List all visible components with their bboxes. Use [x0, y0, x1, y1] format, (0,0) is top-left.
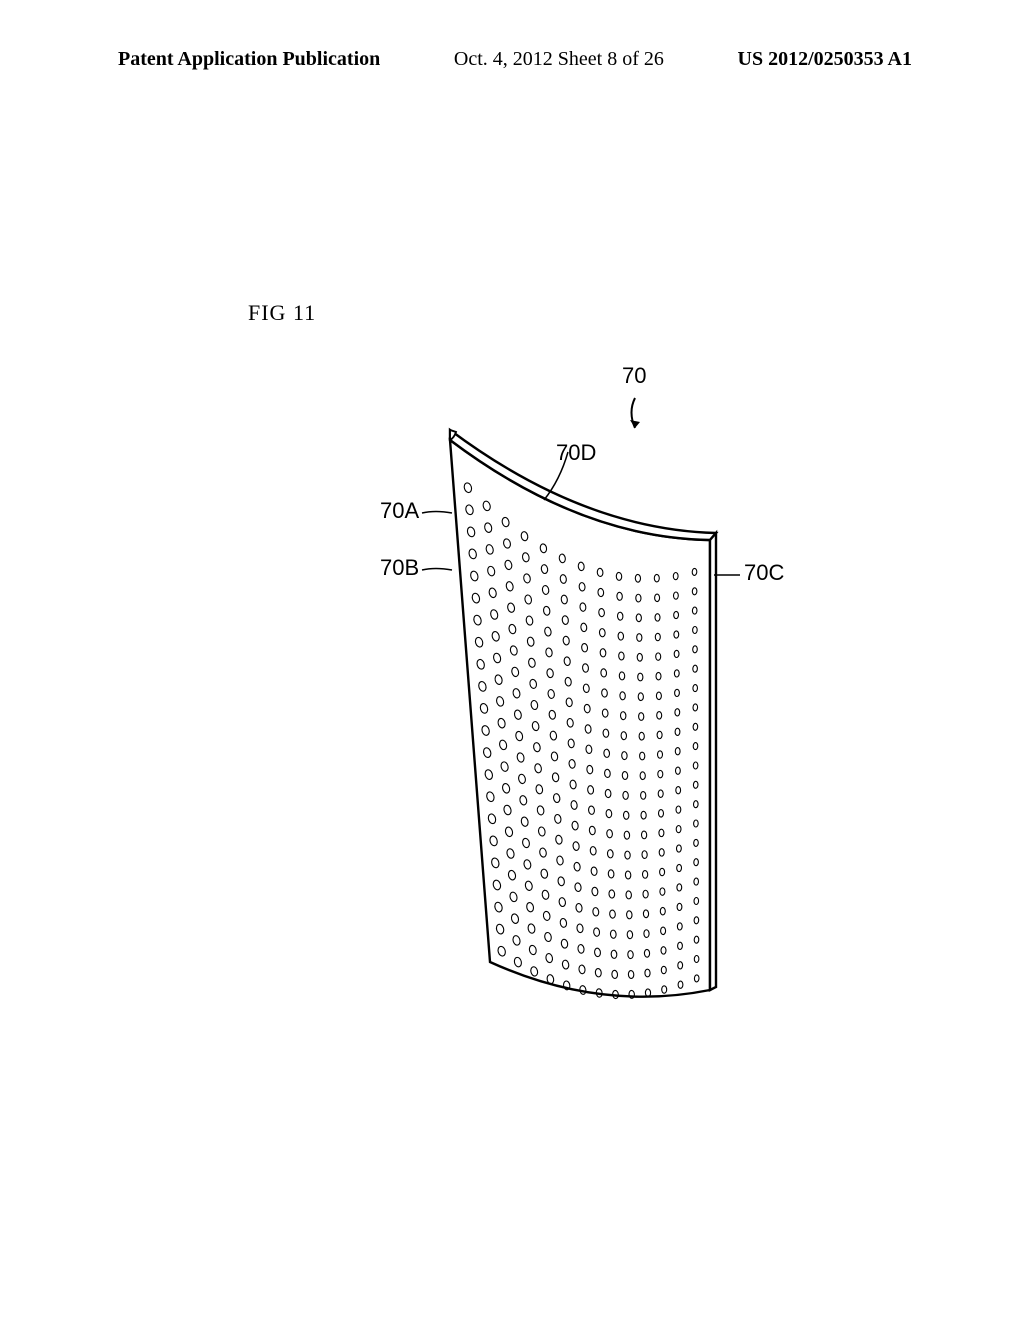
- header-left: Patent Application Publication: [118, 48, 380, 71]
- leader-70B: [420, 565, 460, 575]
- figure-label: FIG 11: [248, 300, 316, 326]
- page-header: Patent Application Publication Oct. 4, 2…: [0, 48, 1024, 71]
- header-center: Oct. 4, 2012 Sheet 8 of 26: [454, 48, 664, 71]
- ref-70: 70: [622, 363, 646, 389]
- ref-70C: 70C: [744, 560, 784, 586]
- header-right: US 2012/0250353 A1: [738, 48, 912, 71]
- ref-70B: 70B: [380, 555, 419, 581]
- leader-70C: [712, 570, 747, 580]
- leader-70A: [420, 508, 460, 518]
- leader-70D: [530, 450, 610, 510]
- ref-70A: 70A: [380, 498, 419, 524]
